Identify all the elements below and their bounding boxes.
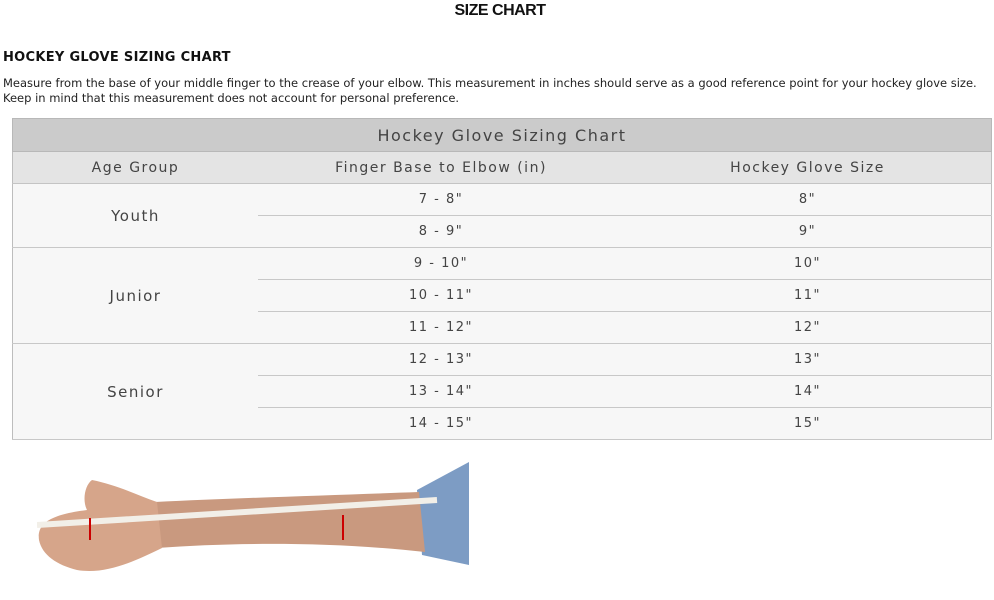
table-title: Hockey Glove Sizing Chart [12,118,992,152]
measurement-cell: 13 - 14" [258,375,624,408]
table-row: Senior 12 - 13" 13" [12,343,992,440]
column-header: Age Group [12,151,258,184]
glove-size-cell: 8" [624,183,992,216]
measurement-cell: 14 - 15" [258,407,624,440]
glove-size-cell: 10" [624,247,992,280]
table-row: 10 - 11" 11" [13,279,992,312]
table-row: 11 - 12" 12" [13,311,992,344]
page-title: SIZE CHART [454,2,547,19]
column-header: Hockey Glove Size [624,151,992,184]
measurement-cell: 8 - 9" [258,215,624,248]
age-group-cell: Junior [12,247,258,344]
glove-size-cell: 13" [624,343,992,376]
arm-measurement-photo [37,460,469,598]
measurement-cell: 12 - 13" [258,343,624,376]
measurement-cell: 7 - 8" [258,183,624,216]
table-row: Junior 9 - 10" 10" [12,247,992,344]
table-row: Youth 7 - 8" 8" [12,183,992,248]
glove-size-cell: 11" [624,279,992,312]
age-group-cell: Senior [12,343,258,440]
glove-size-cell: 12" [624,311,992,344]
glove-size-cell: 14" [624,375,992,408]
table-row: 13 - 14" 14" [13,375,992,408]
sizing-table: Hockey Glove Sizing Chart Age Group Fing… [12,118,992,440]
column-header: Finger Base to Elbow (in) [258,151,624,184]
glove-size-cell: 9" [624,215,992,248]
table-row: 8 - 9" 9" [13,215,992,248]
measurement-cell: 11 - 12" [258,311,624,344]
section-heading: HOCKEY GLOVE SIZING CHART [3,50,231,65]
measurement-cell: 10 - 11" [258,279,624,312]
table-row: 14 - 15" 15" [13,407,992,440]
glove-size-cell: 15" [624,407,992,440]
age-group-cell: Youth [12,183,258,248]
measurement-cell: 9 - 10" [258,247,624,280]
description: Measure from the base of your middle fin… [3,76,977,105]
